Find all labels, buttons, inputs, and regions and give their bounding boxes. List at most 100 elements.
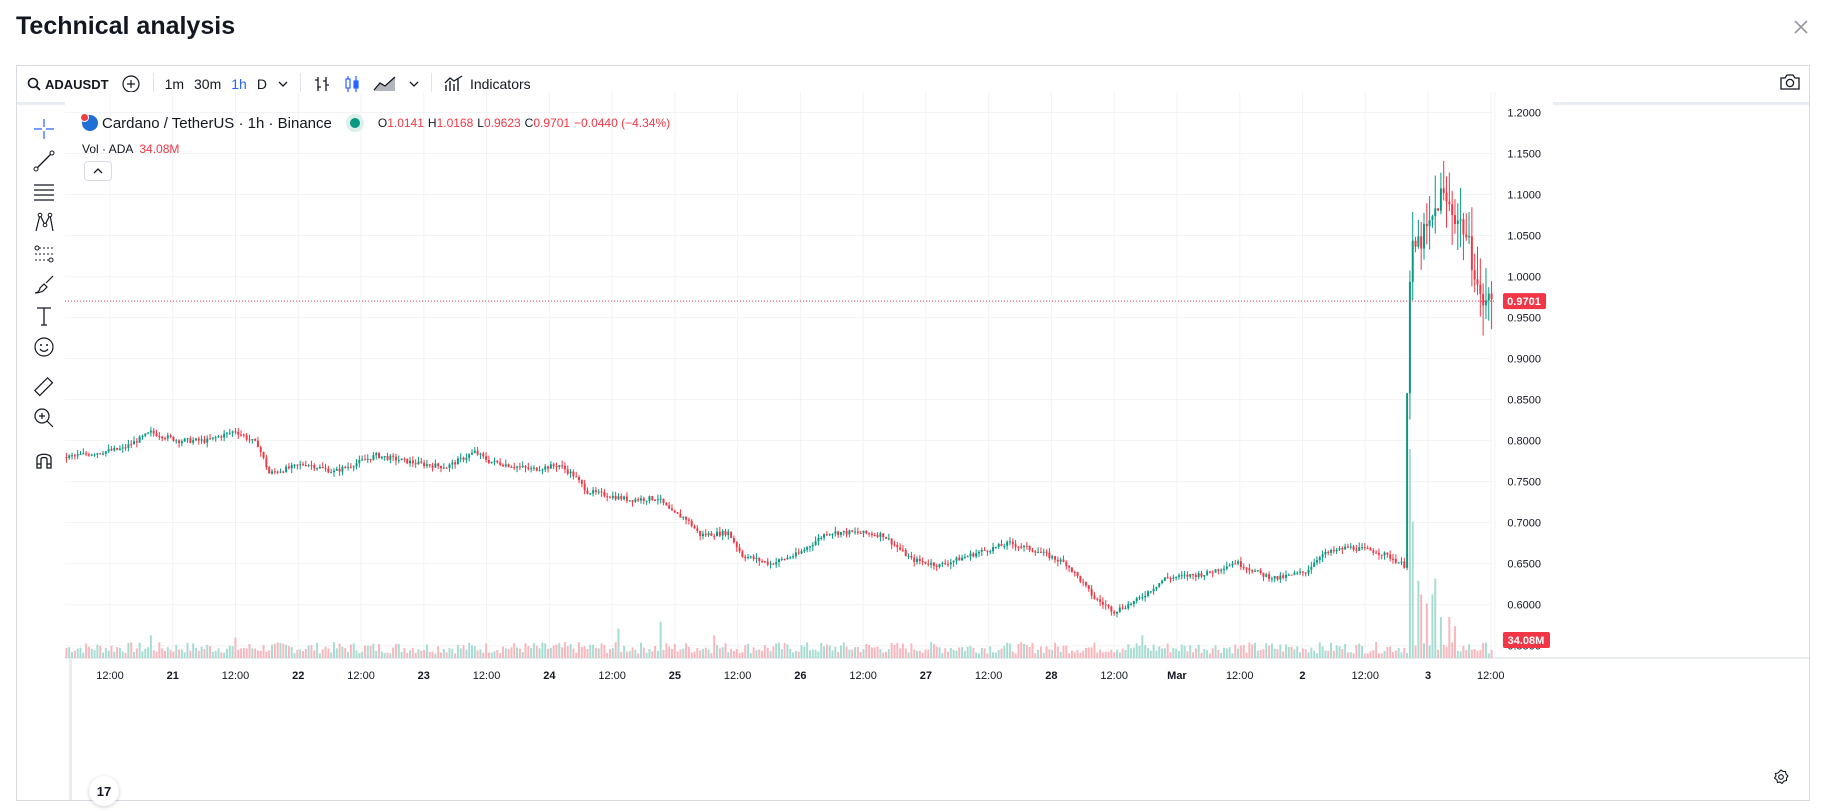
- interval-30m[interactable]: 30m: [194, 76, 222, 92]
- chart-type-dropdown[interactable]: [403, 66, 425, 102]
- toolbar-divider: [430, 73, 432, 95]
- volume-bar: [1282, 651, 1285, 658]
- candle-body: [1008, 541, 1011, 543]
- candle-body: [1146, 591, 1149, 596]
- volume-bar: [611, 648, 614, 658]
- candle-body: [102, 453, 105, 455]
- volume-bar: [178, 649, 181, 658]
- candle-body: [1377, 552, 1380, 555]
- zoom-in-tool[interactable]: [29, 403, 59, 433]
- volume-bar: [282, 643, 285, 658]
- volume-bar: [428, 651, 431, 658]
- volume-bar: [918, 650, 921, 658]
- tradingview-logo[interactable]: 17: [89, 776, 119, 806]
- candle-body: [668, 505, 671, 509]
- bar-type-button[interactable]: [307, 66, 337, 102]
- candle-body: [349, 466, 352, 468]
- ruler-tool[interactable]: [29, 372, 59, 402]
- volume-bar: [442, 648, 445, 658]
- volume-bar: [1349, 651, 1352, 658]
- candle-body: [651, 496, 654, 500]
- volume-bar: [530, 647, 533, 658]
- symbol-search-button[interactable]: ADAUSDT: [17, 66, 115, 102]
- interval-1m[interactable]: 1m: [164, 76, 185, 92]
- candle-body: [904, 550, 907, 557]
- volume-bar: [620, 651, 623, 658]
- volume-bar: [1104, 651, 1107, 658]
- candle-body: [192, 440, 195, 443]
- volume-bar: [1037, 649, 1040, 658]
- screenshot-button[interactable]: [1779, 73, 1801, 94]
- chart-settings-button[interactable]: [1773, 769, 1789, 790]
- volume-bar: [1090, 647, 1093, 658]
- candle-body: [561, 465, 564, 467]
- candle-body: [1152, 588, 1155, 592]
- volume-bar: [242, 647, 245, 658]
- candle-body: [859, 532, 862, 534]
- volume-bar: [361, 651, 364, 658]
- interval-dropdown[interactable]: [272, 66, 294, 102]
- chart-canvas[interactable]: 1.2000 1.1500 1.1000 1.0500 1.0000 0.9500 0.90…: [17, 66, 1809, 800]
- candle-body: [983, 549, 986, 551]
- candle-body: [986, 550, 989, 552]
- volume-bar: [93, 650, 96, 658]
- candle-body: [1346, 546, 1349, 548]
- brush-tool[interactable]: [29, 270, 59, 300]
- fib-tool[interactable]: [29, 177, 59, 207]
- candle-body: [248, 439, 251, 441]
- text-tool[interactable]: [29, 301, 59, 331]
- pattern-tool[interactable]: [29, 208, 59, 238]
- interval-d[interactable]: D: [256, 76, 267, 92]
- candle-body: [699, 530, 702, 537]
- candle-body: [1059, 559, 1062, 562]
- emoji-tool[interactable]: [29, 332, 59, 362]
- volume-bar: [1101, 652, 1104, 658]
- candle-body: [1104, 604, 1107, 606]
- indicators-label: Indicators: [469, 76, 531, 92]
- volume-bar: [1217, 649, 1220, 658]
- volume-bar: [558, 643, 561, 658]
- volume-bar: [1352, 653, 1355, 658]
- volume-bar: [1107, 651, 1110, 658]
- area-icon: [373, 76, 396, 91]
- collapse-legend-button[interactable]: [84, 161, 112, 181]
- candle-body: [473, 450, 476, 453]
- projection-tool[interactable]: [29, 239, 59, 269]
- candle-body: [172, 436, 175, 441]
- candle-body: [685, 517, 688, 520]
- volume-bar: [927, 649, 930, 658]
- volume-bar: [952, 649, 955, 658]
- volume-bar: [679, 649, 682, 658]
- magnet-tool[interactable]: [29, 444, 59, 474]
- candle-body: [952, 560, 955, 563]
- volume-bar: [1479, 649, 1482, 658]
- volume-bar: [369, 645, 372, 658]
- candle-body: [524, 466, 527, 468]
- candle-body: [1389, 554, 1392, 559]
- market-status-icon[interactable]: [345, 114, 364, 132]
- volume-bar: [1423, 643, 1425, 658]
- volume-bar: [1155, 650, 1158, 658]
- volume-bar: [206, 644, 209, 658]
- interval-1h[interactable]: 1h: [231, 76, 247, 92]
- volume-bar: [104, 647, 107, 658]
- trendline-tool[interactable]: [29, 146, 59, 176]
- candle-body: [271, 471, 274, 474]
- close-button[interactable]: [1788, 14, 1814, 40]
- volume-bar: [375, 650, 378, 658]
- volume-bar: [741, 652, 744, 658]
- volume-bar: [237, 649, 240, 658]
- volume-bar: [1152, 644, 1155, 658]
- candle-body: [313, 465, 316, 469]
- candles-button[interactable]: [337, 66, 367, 102]
- settings-icon: [1773, 769, 1789, 785]
- candle-body: [1141, 597, 1144, 599]
- candle-body: [521, 466, 524, 468]
- candle-body: [949, 562, 952, 565]
- candle-body: [654, 499, 657, 501]
- indicators-button[interactable]: Indicators: [438, 66, 537, 102]
- crosshair-tool[interactable]: [29, 114, 59, 144]
- volume-bar: [276, 642, 279, 658]
- candle-body: [211, 437, 214, 439]
- area-chart-button[interactable]: [367, 66, 403, 102]
